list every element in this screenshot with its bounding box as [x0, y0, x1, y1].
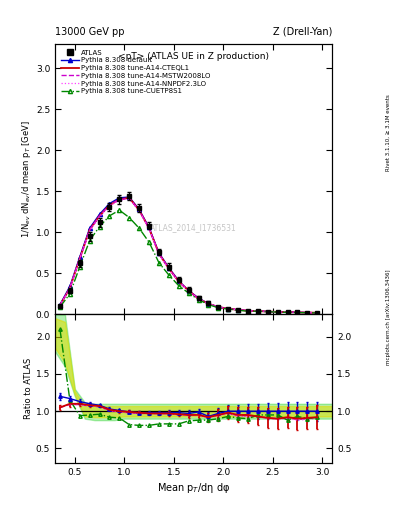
Text: Rivet 3.1.10, ≥ 3.1M events: Rivet 3.1.10, ≥ 3.1M events — [386, 95, 391, 172]
Text: mcplots.cern.ch [arXiv:1306.3436]: mcplots.cern.ch [arXiv:1306.3436] — [386, 270, 391, 365]
Y-axis label: Ratio to ATLAS: Ratio to ATLAS — [24, 358, 33, 419]
Text: 13000 GeV pp: 13000 GeV pp — [55, 27, 125, 37]
Text: ATLAS_2014_I1736531: ATLAS_2014_I1736531 — [150, 223, 237, 232]
Text: Z (Drell-Yan): Z (Drell-Yan) — [273, 27, 332, 37]
Y-axis label: 1/N$_{ev}$ dN$_{ev}$/d mean p$_{T}$ [GeV]: 1/N$_{ev}$ dN$_{ev}$/d mean p$_{T}$ [GeV… — [20, 120, 33, 238]
Text: <pT> (ATLAS UE in Z production): <pT> (ATLAS UE in Z production) — [118, 52, 269, 60]
Legend: ATLAS, Pythia 8.308 default, Pythia 8.308 tune-A14-CTEQL1, Pythia 8.308 tune-A14: ATLAS, Pythia 8.308 default, Pythia 8.30… — [61, 50, 211, 94]
X-axis label: Mean p$_{T}$/dη dφ: Mean p$_{T}$/dη dφ — [157, 481, 230, 496]
